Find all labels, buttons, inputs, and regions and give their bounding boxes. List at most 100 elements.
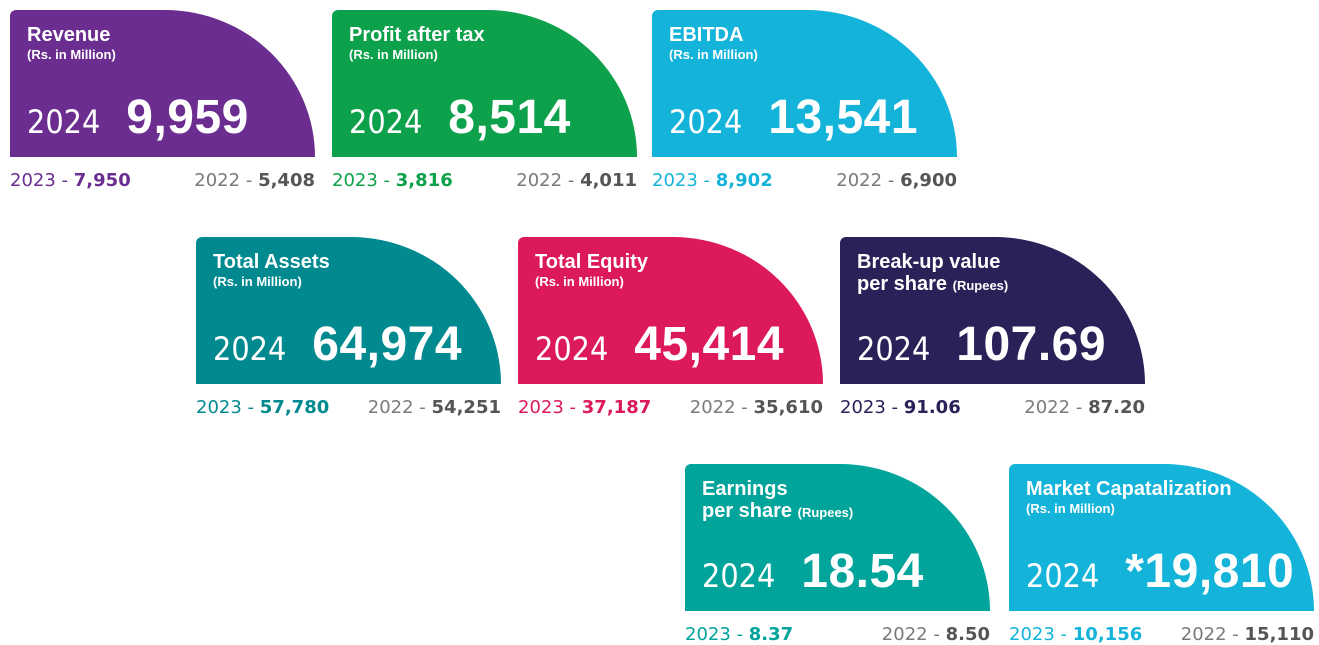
current-value: 13,541 <box>768 91 919 144</box>
separator: - <box>736 624 744 645</box>
previous-figure: 2023 - 91.06 <box>840 397 961 418</box>
previous-figure: 2023 - 8.37 <box>685 624 793 645</box>
previous-value: 8,902 <box>715 170 773 191</box>
previous-figure: 2023 - 57,780 <box>196 397 329 418</box>
previous-year: 2023 <box>10 170 56 191</box>
main-figure: 2024 107.69 <box>857 317 1106 372</box>
previous-year: 2023 <box>1009 624 1055 645</box>
main-figure: 2024 45,414 <box>535 317 784 372</box>
current-year: 2024 <box>669 103 743 141</box>
card-unit: (Rs. in Million) <box>349 47 438 62</box>
kpi-card: Profit after tax (Rs. in Million) 2024 8,51… <box>332 10 637 157</box>
previous-year: 2023 <box>840 397 886 418</box>
previous-value: 8.50 <box>945 624 990 645</box>
current-year: 2024 <box>857 330 931 368</box>
separator: - <box>567 170 575 191</box>
kpi-card: Market Capatalization (Rs. in Million) 202… <box>1009 464 1314 611</box>
separator: - <box>247 397 255 418</box>
previous-value: 7,950 <box>73 170 131 191</box>
separator: - <box>887 170 895 191</box>
separator: - <box>933 624 940 645</box>
separator: - <box>1060 624 1068 645</box>
card-unit: (Rupees) <box>952 278 1009 293</box>
previous-figure: 2022 - 6,900 <box>836 170 957 191</box>
separator: - <box>245 170 253 191</box>
card-title: EBITDA <box>669 24 744 46</box>
card-unit: (Rs. in Million) <box>213 274 302 289</box>
current-year: 2024 <box>213 330 287 368</box>
previous-value: 5,408 <box>258 170 315 191</box>
previous-year: 2023 <box>196 397 242 418</box>
previous-year: 2022 <box>836 170 883 191</box>
main-figure: 2024 9,959 <box>27 90 249 145</box>
previous-figure: 2022 - 4,011 <box>516 170 637 191</box>
kpi-card: EBITDA (Rs. in Million) 2024 13,541 <box>652 10 957 157</box>
previous-value: 10,156 <box>1072 624 1143 645</box>
main-figure: 2024 13,541 <box>669 90 918 145</box>
previous-value: 6,900 <box>900 170 957 191</box>
card-title: per share (Rupees) <box>857 273 1009 295</box>
current-year: 2024 <box>27 103 101 141</box>
current-value: 8,514 <box>448 91 571 144</box>
card-title: Profit after tax <box>349 24 485 46</box>
previous-figure: 2022 - 5,408 <box>194 170 315 191</box>
current-value: 9,959 <box>126 91 249 144</box>
previous-year: 2022 <box>881 624 928 645</box>
previous-value: 91.06 <box>903 397 961 418</box>
separator: - <box>1075 397 1083 418</box>
card-title: Total Assets <box>213 251 330 273</box>
previous-figure: 2023 - 8,902 <box>652 170 773 191</box>
previous-figure: 2022 - 15,110 <box>1181 624 1314 645</box>
previous-year: 2022 <box>1024 397 1071 418</box>
main-figure: 2024 64,974 <box>213 317 462 372</box>
previous-year: 2023 <box>685 624 731 645</box>
separator: - <box>383 170 391 191</box>
card-title: Earnings <box>702 478 788 500</box>
current-value: 107.69 <box>956 318 1107 371</box>
kpi-card: Earnings per share (Rupees) 2024 18.54 <box>685 464 990 611</box>
current-year: 2024 <box>1026 557 1100 595</box>
separator: - <box>61 170 69 191</box>
main-figure: 2024 8,514 <box>349 90 571 145</box>
previous-figure: 2022 - 35,610 <box>690 397 823 418</box>
separator: - <box>569 397 577 418</box>
kpi-card: Total Assets (Rs. in Million) 2024 64,974 <box>196 237 501 384</box>
current-year: 2024 <box>535 330 609 368</box>
previous-figure: 2022 - 87.20 <box>1024 397 1145 418</box>
card-unit: (Rupees) <box>797 505 854 520</box>
current-value: 45,414 <box>634 318 785 371</box>
card-unit: (Rs. in Million) <box>535 274 624 289</box>
previous-year: 2022 <box>194 170 241 191</box>
previous-figure: 2022 - 54,251 <box>368 397 501 418</box>
previous-figure: 2023 - 7,950 <box>10 170 131 191</box>
previous-value: 3,816 <box>395 170 453 191</box>
kpi-card: Break-up value per share (Rupees) 2024 107.… <box>840 237 1145 384</box>
previous-year: 2022 <box>689 397 736 418</box>
previous-figure: 2023 - 37,187 <box>518 397 651 418</box>
card-title: Total Equity <box>535 251 648 273</box>
previous-value: 8.37 <box>748 624 794 645</box>
separator: - <box>419 397 426 418</box>
card-title: Revenue <box>27 24 111 46</box>
previous-figure: 2022 - 8.50 <box>882 624 990 645</box>
previous-value: 87.20 <box>1088 397 1145 418</box>
card-title: Break-up value <box>857 251 1001 273</box>
separator: - <box>891 397 899 418</box>
card-unit: (Rs. in Million) <box>27 47 116 62</box>
previous-value: 15,110 <box>1244 624 1314 645</box>
previous-year: 2023 <box>332 170 378 191</box>
previous-year: 2022 <box>516 170 563 191</box>
current-year: 2024 <box>349 103 423 141</box>
current-year: 2024 <box>702 557 776 595</box>
card-title: Market Capatalization <box>1026 478 1232 500</box>
previous-value: 35,610 <box>753 397 823 418</box>
kpi-card: Total Equity (Rs. in Million) 2024 45,414 <box>518 237 823 384</box>
previous-value: 37,187 <box>581 397 652 418</box>
previous-figure: 2023 - 10,156 <box>1009 624 1142 645</box>
previous-value: 4,011 <box>580 170 637 191</box>
previous-year: 2022 <box>1180 624 1227 645</box>
previous-year: 2023 <box>652 170 698 191</box>
card-unit: (Rs. in Million) <box>1026 501 1115 516</box>
current-value: 18.54 <box>801 545 924 598</box>
